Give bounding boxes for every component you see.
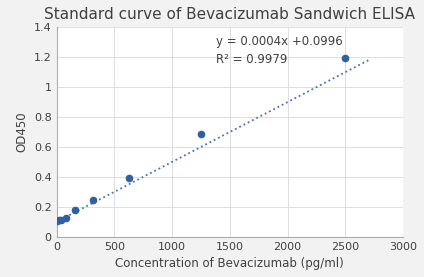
- Point: [71, 208, 78, 212]
- Point: [342, 56, 349, 60]
- X-axis label: Concentration of Bevacizumab (pg/ml): Concentration of Bevacizumab (pg/ml): [115, 257, 344, 270]
- Point: [56, 218, 62, 223]
- Point: [53, 219, 60, 224]
- Point: [62, 216, 69, 220]
- Point: [198, 132, 204, 136]
- Title: Standard curve of Bevacizumab Sandwich ELISA: Standard curve of Bevacizumab Sandwich E…: [45, 7, 416, 22]
- Point: [89, 198, 96, 202]
- Text: y = 0.0004x +0.0996
R² = 0.9979: y = 0.0004x +0.0996 R² = 0.9979: [216, 35, 343, 66]
- Point: [58, 218, 64, 222]
- Y-axis label: OD450: OD450: [15, 112, 28, 152]
- Point: [126, 175, 132, 180]
